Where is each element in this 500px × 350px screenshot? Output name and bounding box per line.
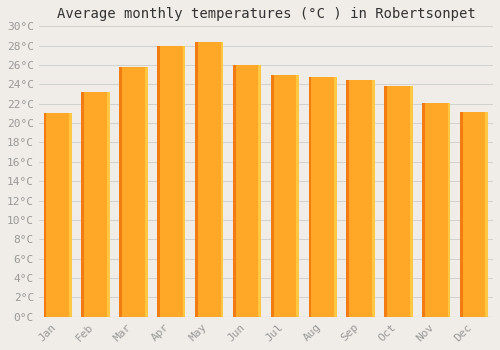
Bar: [119, 67, 148, 317]
Bar: [410, 86, 412, 317]
Bar: [233, 65, 261, 317]
Bar: [486, 112, 488, 317]
Bar: [258, 65, 261, 317]
Bar: [308, 77, 312, 317]
Bar: [346, 79, 349, 317]
Bar: [157, 46, 186, 317]
Bar: [195, 42, 224, 317]
Title: Average monthly temperatures (°C ) in Robertsonpet: Average monthly temperatures (°C ) in Ro…: [56, 7, 476, 21]
Bar: [145, 67, 148, 317]
Bar: [69, 113, 72, 317]
Bar: [384, 86, 412, 317]
Bar: [460, 112, 488, 317]
Bar: [270, 75, 274, 317]
Bar: [346, 79, 375, 317]
Bar: [296, 75, 299, 317]
Bar: [82, 92, 84, 317]
Bar: [448, 103, 450, 317]
Bar: [44, 113, 46, 317]
Bar: [460, 112, 463, 317]
Bar: [82, 92, 110, 317]
Bar: [195, 42, 198, 317]
Bar: [233, 65, 235, 317]
Bar: [308, 77, 337, 317]
Bar: [384, 86, 387, 317]
Bar: [372, 79, 375, 317]
Bar: [119, 67, 122, 317]
Bar: [220, 42, 224, 317]
Bar: [157, 46, 160, 317]
Bar: [422, 103, 450, 317]
Bar: [107, 92, 110, 317]
Bar: [422, 103, 425, 317]
Bar: [182, 46, 186, 317]
Bar: [270, 75, 299, 317]
Bar: [334, 77, 337, 317]
Bar: [44, 113, 72, 317]
